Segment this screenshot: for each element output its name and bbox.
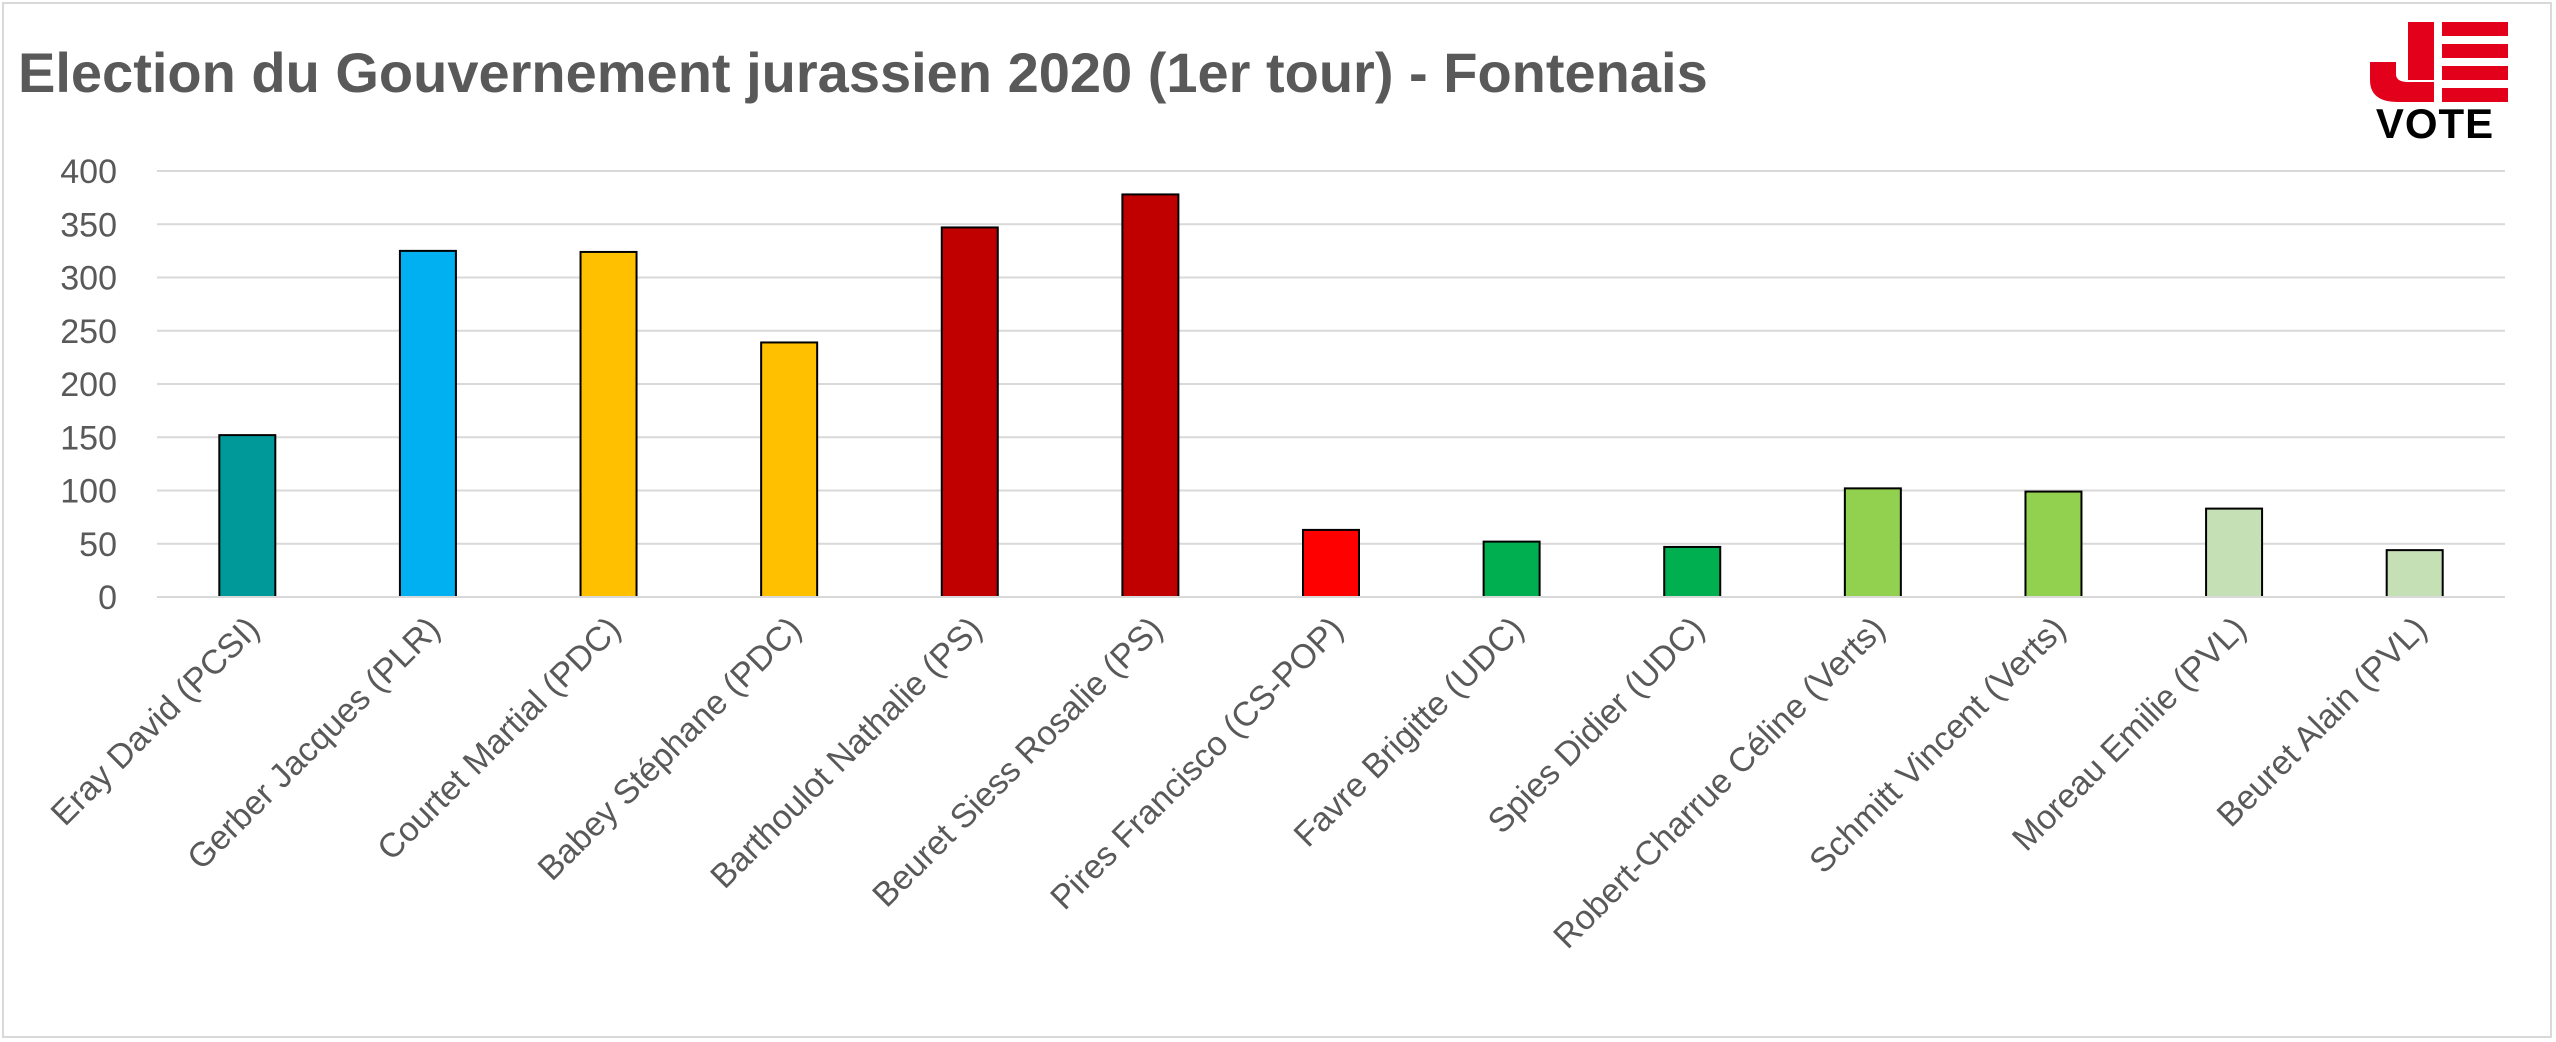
bar-13 — [2385, 549, 2444, 599]
bar-3 — [579, 250, 638, 598]
chart-title: Election du Gouvernement jurassien 2020 … — [18, 41, 1708, 104]
bar-1 — [218, 434, 277, 598]
je-logo-mark — [2370, 22, 2508, 102]
bar-8 — [1482, 540, 1541, 598]
y-tick-label-0: 0 — [98, 579, 117, 617]
bar-7 — [1302, 528, 1360, 599]
bar-4 — [760, 341, 819, 598]
bar-11 — [2024, 490, 2083, 598]
y-tick-label-300: 300 — [60, 260, 117, 298]
bar-12 — [2205, 507, 2264, 599]
y-tick-label-350: 350 — [60, 206, 117, 244]
y-tick-label-250: 250 — [60, 313, 117, 351]
y-tick-label-200: 200 — [60, 366, 117, 404]
x-tick-label-7: Pires Francisco (CS-POP) — [1043, 610, 1350, 917]
x-tick-label-10: Robert-Charrue Céline (Verts) — [1546, 610, 1892, 956]
y-tick-label-400: 400 — [60, 153, 117, 191]
je-vote-logo: VOTE — [2360, 22, 2510, 147]
bar-2 — [398, 249, 457, 598]
x-tick-label-6: Beuret Siess Rosalie (PS) — [865, 610, 1170, 915]
y-tick-label-50: 50 — [79, 526, 117, 564]
y-tick-label-150: 150 — [60, 419, 117, 457]
y-tick-label-100: 100 — [60, 473, 117, 511]
bar-5 — [940, 226, 999, 598]
bar-10 — [1843, 487, 1902, 598]
bar-6 — [1121, 193, 1180, 598]
bar-9 — [1663, 545, 1722, 599]
logo-vote-text: VOTE — [2375, 100, 2495, 147]
